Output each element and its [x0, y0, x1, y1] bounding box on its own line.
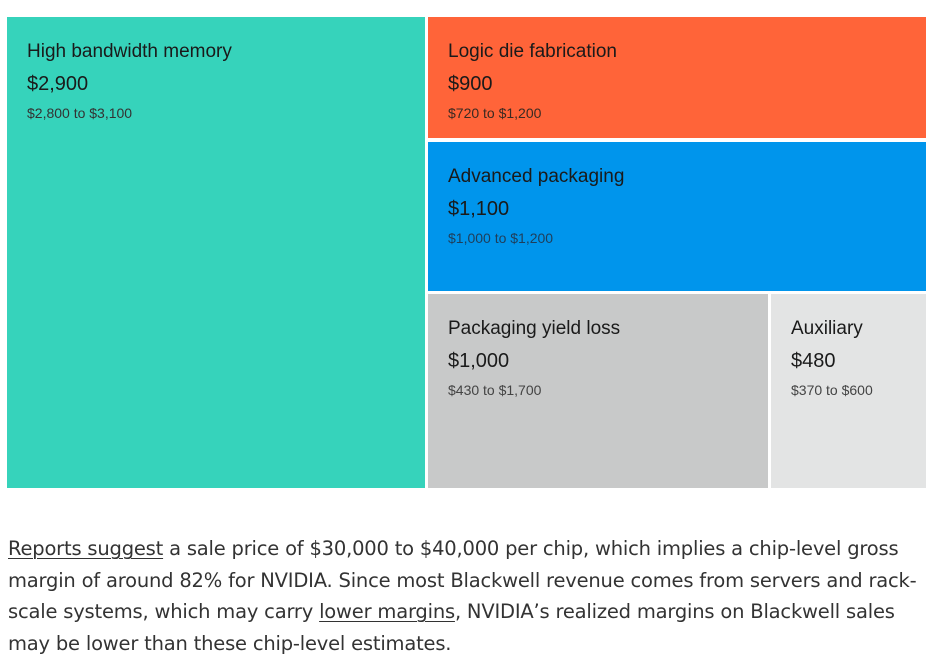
- tile-value: $2,900: [27, 73, 89, 95]
- paragraph-text-1: a sale price of $30,000 to $40,000 per c…: [8, 537, 917, 623]
- tile-value: $1,000: [448, 350, 510, 372]
- tile-value: $900: [448, 73, 493, 95]
- lower-margins-link[interactable]: lower margins: [319, 600, 455, 623]
- reports-suggest-link[interactable]: Reports suggest: [8, 537, 164, 560]
- tile-logic-die-fabrication: Logic die fabrication $900 $720 to $1,200: [428, 17, 926, 138]
- paragraph-text-2: , NVIDIA’s realized margins on Blackwell…: [8, 600, 895, 655]
- tile-label: Auxiliary: [791, 318, 863, 339]
- body-paragraph: Reports suggest a sale price of $30,000 …: [8, 533, 923, 659]
- tile-label: Packaging yield loss: [448, 318, 621, 339]
- tile-range: $1,000 to $1,200: [448, 230, 554, 246]
- tile-range: $430 to $1,700: [448, 382, 542, 398]
- tile-value: $480: [791, 350, 836, 372]
- tile-range: $2,800 to $3,100: [27, 105, 133, 121]
- tile-value: $1,100: [448, 198, 510, 220]
- tile-advanced-packaging: Advanced packaging $1,100 $1,000 to $1,200: [428, 142, 926, 291]
- tile-range: $720 to $1,200: [448, 105, 542, 121]
- tile-range: $370 to $600: [791, 382, 873, 398]
- treemap-chart: High bandwidth memory $2,900 $2,800 to $3,…: [7, 17, 926, 488]
- tile-label: High bandwidth memory: [27, 41, 232, 62]
- tile-auxiliary: Auxiliary $480 $370 to $600: [771, 294, 926, 488]
- tile-packaging-yield-loss: Packaging yield loss $1,000 $430 to $1,700: [428, 294, 768, 488]
- tile-label: Advanced packaging: [448, 166, 625, 187]
- tile-high-bandwidth-memory: High bandwidth memory $2,900 $2,800 to $3,…: [7, 17, 425, 488]
- tile-label: Logic die fabrication: [448, 41, 617, 62]
